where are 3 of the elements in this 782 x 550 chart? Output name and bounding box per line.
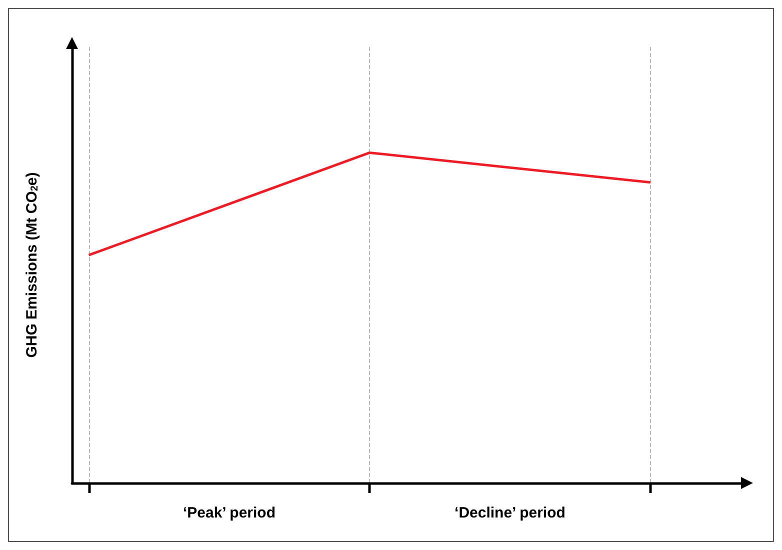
text: ‘Decline’ period — [454, 504, 566, 522]
y-axis-title: GHG Emissions (Mt CO2e) — [24, 172, 40, 358]
text: ‘Peak’ period — [182, 504, 276, 522]
